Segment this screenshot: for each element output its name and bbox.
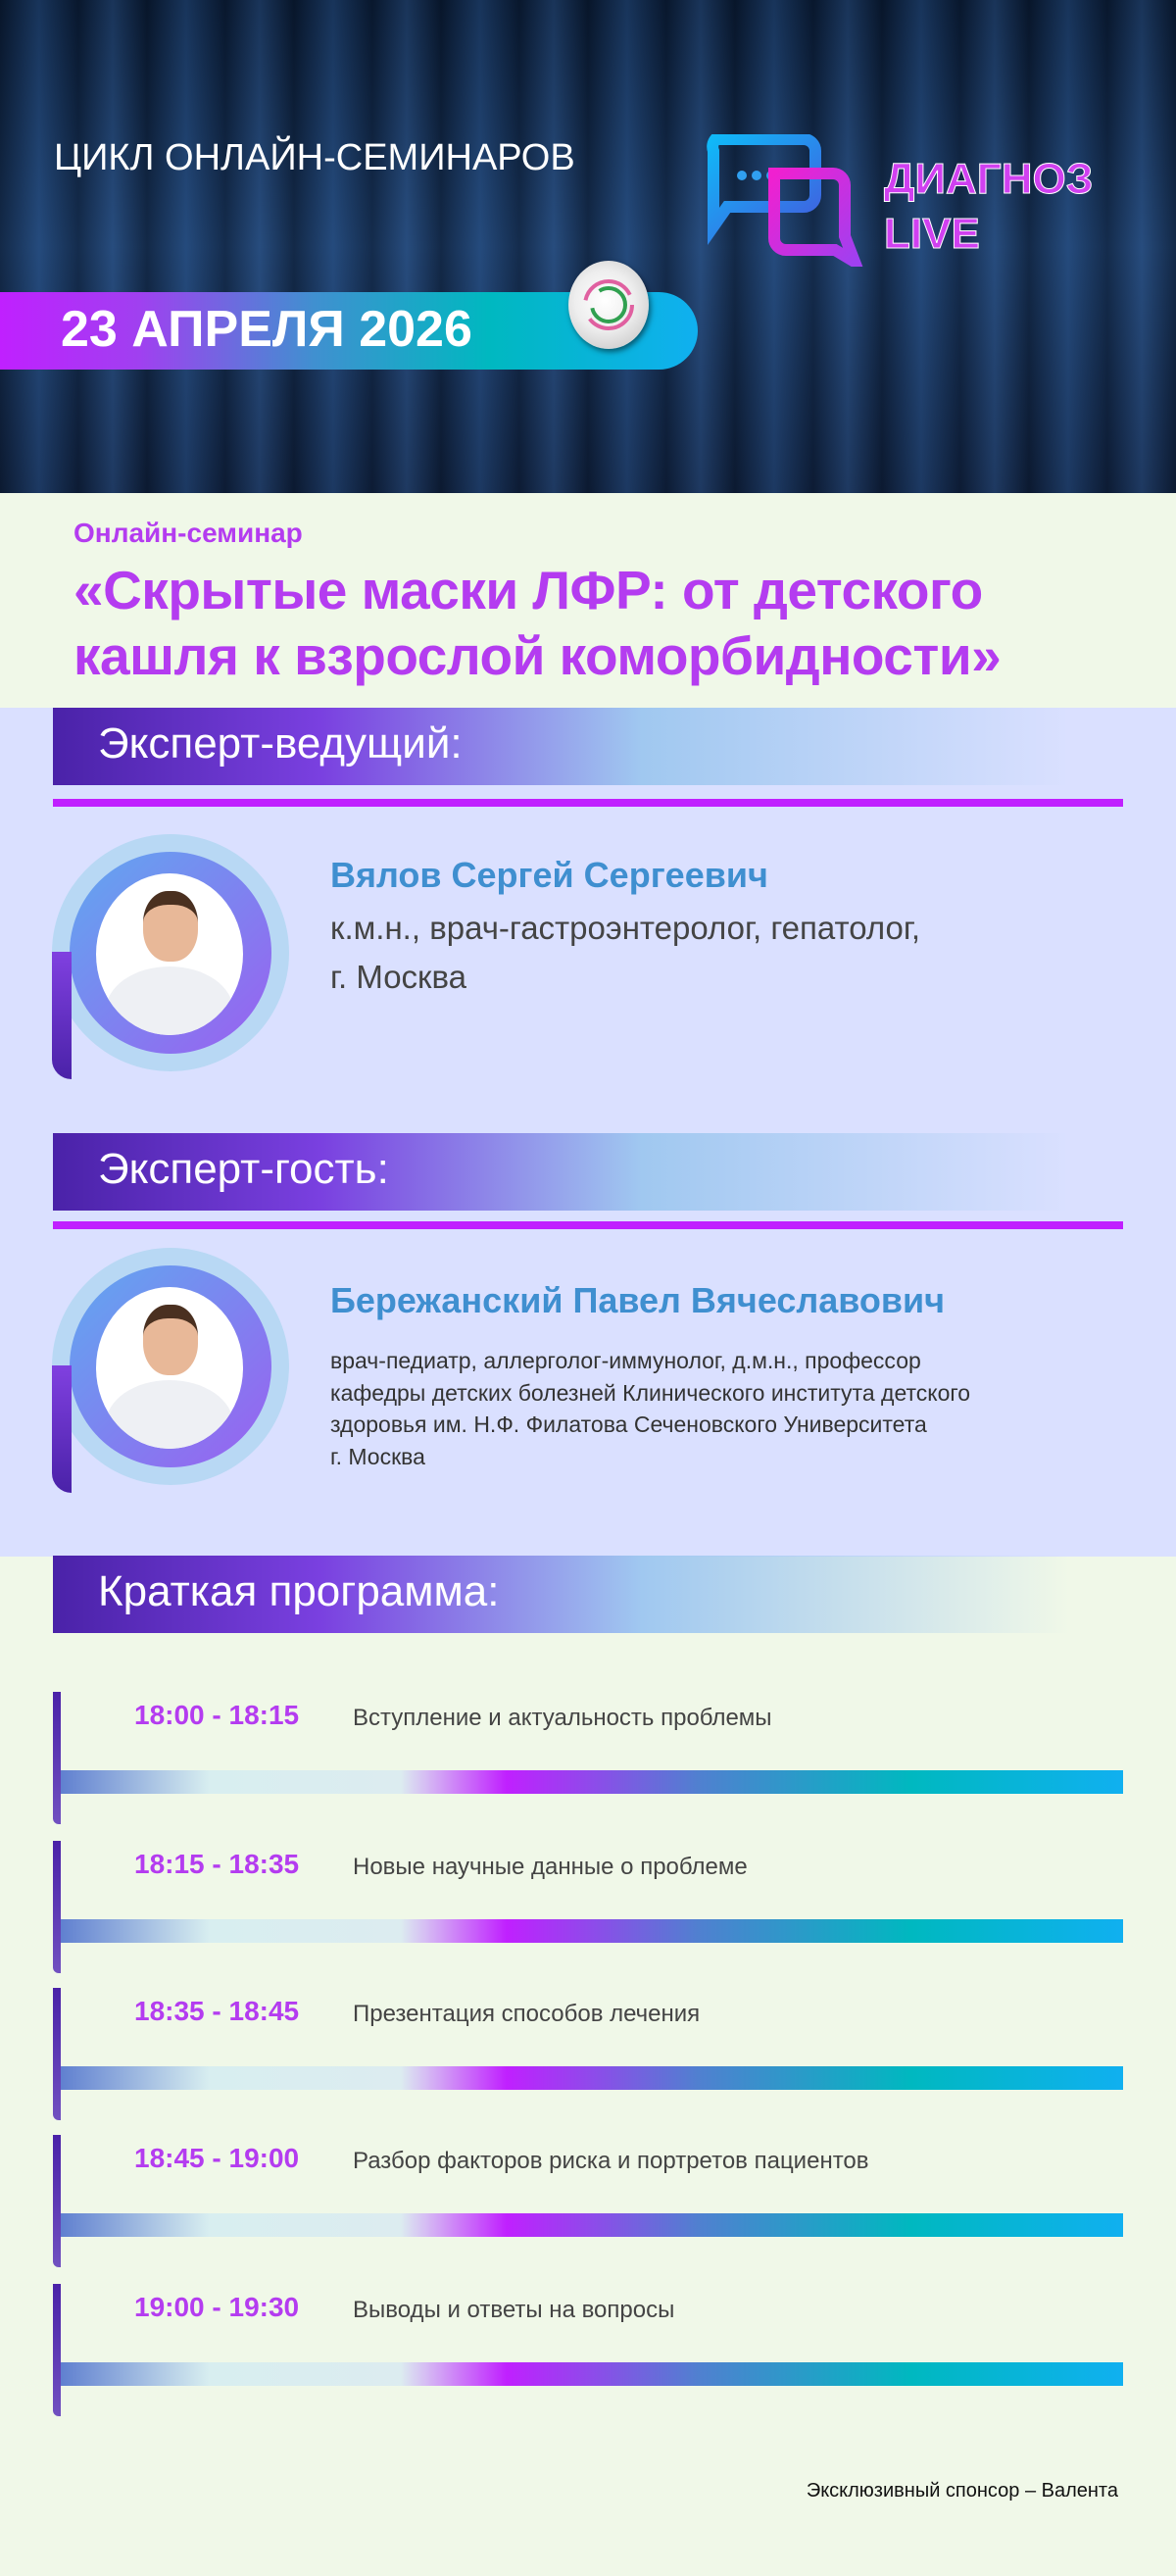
desc-line: кафедры детских болезней Клинического ин… xyxy=(330,1379,971,1406)
host-city: г. Москва xyxy=(330,959,467,995)
program-item: Вступление и актуальность проблемы xyxy=(353,1705,772,1731)
logo-text: ДИАГНОЗ xyxy=(883,155,1094,204)
sponsor-note: Эксклюзивный спонсор – Валента xyxy=(806,2480,1118,2502)
guest-heading: Эксперт-гость: xyxy=(98,1145,389,1193)
brand-seal-icon xyxy=(568,261,649,349)
program-time: 18:15 - 18:35 xyxy=(134,1849,300,1879)
chat-bubbles-logo-icon xyxy=(707,134,863,267)
seminar-title: кашля к взрослой коморбидности» xyxy=(74,625,1002,686)
program-time: 18:45 - 19:00 xyxy=(134,2143,300,2173)
gradient-bar xyxy=(61,2066,1123,2090)
bracket xyxy=(53,1988,61,2120)
host-avatar xyxy=(52,834,289,1079)
desc-line: здоровья им. Н.Ф. Филатова Сеченовского … xyxy=(330,1412,927,1437)
bracket xyxy=(53,2284,61,2416)
bracket xyxy=(53,2135,61,2267)
bracket xyxy=(53,1841,61,1973)
gradient-bar xyxy=(61,2362,1123,2386)
program-heading-band: Краткая программа: xyxy=(53,1556,1123,1633)
guest-avatar xyxy=(52,1248,289,1493)
program-item: Выводы и ответы на вопросы xyxy=(353,2297,675,2323)
host-role: к.м.н., врач-гастроэнтеролог, гепатолог, xyxy=(330,910,921,946)
program-time: 19:00 - 19:30 xyxy=(134,2292,300,2322)
gradient-bar xyxy=(61,1770,1123,1794)
host-name: Вялов Сергей Сергеевич xyxy=(330,855,768,895)
seminar-label: Онлайн-семинар xyxy=(74,518,303,548)
program-item: Разбор факторов риска и портретов пациен… xyxy=(353,2148,869,2174)
desc-line: врач-педиатр, аллерголог-иммунолог, д.м.… xyxy=(330,1348,921,1373)
program-time: 18:35 - 18:45 xyxy=(134,1996,300,2026)
logo-text: LIVE xyxy=(884,210,981,259)
program-item: Презентация способов лечения xyxy=(353,2001,701,2027)
seminar-title: «Скрытые маски ЛФР: от детского xyxy=(74,560,983,620)
header-banner xyxy=(0,0,1176,493)
guest-heading-band: Эксперт-гость: xyxy=(53,1133,1123,1211)
program-heading: Краткая программа: xyxy=(98,1567,500,1615)
event-date: 23 АПРЕЛЯ 2026 xyxy=(61,301,472,358)
gradient-bar xyxy=(61,1919,1123,1943)
bracket xyxy=(53,1692,61,1824)
divider xyxy=(53,799,1123,807)
program-time: 18:00 - 18:15 xyxy=(134,1700,300,1730)
gradient-bar xyxy=(61,2213,1123,2237)
guest-name: Бережанский Павел Вячеславович xyxy=(330,1280,946,1320)
guest-description: врач-педиатр, аллерголог-иммунолог, д.м.… xyxy=(330,1345,970,1472)
desc-line: г. Москва xyxy=(330,1443,425,1469)
program-item: Новые научные данные о проблеме xyxy=(353,1854,748,1880)
host-heading-band: Эксперт-ведущий: xyxy=(53,708,1123,785)
divider xyxy=(53,1221,1123,1229)
host-heading: Эксперт-ведущий: xyxy=(98,719,463,768)
series-title: ЦИКЛ ОНЛАЙН-СЕМИНАРОВ xyxy=(54,137,575,178)
